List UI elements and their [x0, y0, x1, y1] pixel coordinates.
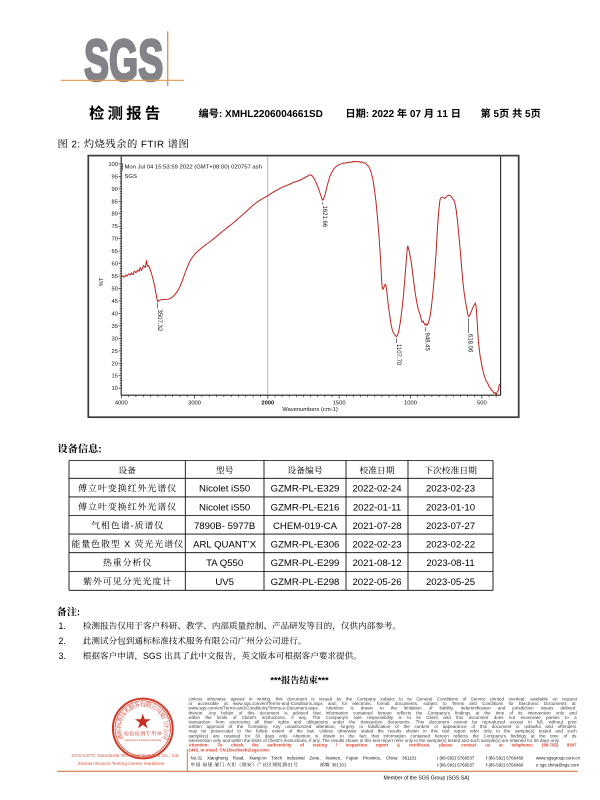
svg-text:25: 25 [112, 349, 118, 355]
svg-text:sample(s) are retained for 30: sample(s) are retained for 30 days only.… [189, 733, 578, 738]
svg-text:1500: 1500 [333, 400, 346, 406]
svg-text:2023-01-10: 2023-01-10 [426, 502, 475, 513]
svg-text:948.45: 948.45 [424, 333, 430, 352]
svg-text:35: 35 [112, 324, 118, 330]
svg-text:therein. Any holder of this do: therein. Any holder of this document is … [189, 710, 578, 715]
svg-text:2.: 2. [59, 636, 66, 646]
svg-text:90: 90 [112, 187, 118, 193]
svg-text:No.31 Xianghong Road, Xiang'An: No.31 Xianghong Road, Xiang'An Torch Ind… [191, 755, 418, 760]
svg-text:500: 500 [477, 400, 487, 406]
svg-text:2000: 2000 [261, 400, 274, 406]
svg-text:www.sgs.com/en/Terms-and-Condi: www.sgs.com/en/Terms-and-Conditions/Term… [189, 706, 576, 711]
svg-text:7890B- 5977B: 7890B- 5977B [194, 521, 255, 532]
svg-text:2023-05-25: 2023-05-25 [426, 577, 475, 588]
svg-text:www.sgsgroup.com.cn: www.sgsgroup.com.cn [536, 755, 580, 760]
svg-text:2022-05-26: 2022-05-26 [352, 577, 401, 588]
svg-text:3.: 3. [59, 651, 66, 661]
svg-text:2023-02-22: 2023-02-22 [426, 540, 475, 551]
svg-text:SGS: SGS [84, 29, 163, 93]
svg-text:intervention only and within t: intervention only and within the limits … [189, 738, 560, 743]
svg-text:%T: %T [99, 277, 105, 286]
svg-text:45: 45 [112, 299, 118, 305]
svg-text:GZMR-PL-E299: GZMR-PL-E299 [271, 558, 340, 569]
svg-text:f (86-592) 5766460: f (86-592) 5766460 [486, 762, 524, 767]
svg-text:1443, or email: CN.Doccheck@sg: 1443, or email: CN.Doccheck@sgs.com [189, 747, 270, 752]
svg-text:or accessible at www.sgs.com/e: or accessible at www.sgs.com/en/Terms-an… [189, 701, 577, 706]
svg-text:f (86-592) 5766460: f (86-592) 5766460 [486, 755, 524, 760]
svg-text:Nicolet iS50: Nicolet iS50 [199, 484, 250, 495]
svg-text:80: 80 [112, 212, 118, 218]
svg-text:may be prosecuted to the fulle: may be prosecuted to the fullest extent … [189, 729, 578, 734]
svg-text:ARL QUANT’X: ARL QUANT’X [193, 540, 257, 551]
svg-text:20: 20 [112, 361, 118, 367]
svg-text:30: 30 [112, 336, 118, 342]
svg-text:2023-02-23: 2023-02-23 [426, 484, 475, 495]
svg-text:SGS: SGS [125, 174, 138, 180]
svg-text:40: 40 [112, 311, 118, 317]
svg-text:2023-07-27: 2023-07-27 [426, 521, 475, 532]
svg-text:Unless otherwise agreed in wri: Unless otherwise agreed in writing, this… [189, 696, 578, 701]
svg-text:2022-02-24: 2022-02-24 [352, 484, 402, 495]
svg-text:Member of the SGS Group (SGS S: Member of the SGS Group (SGS SA) [384, 775, 470, 781]
svg-text:60: 60 [112, 262, 118, 268]
svg-text:GZMR-PL-E298: GZMR-PL-E298 [271, 577, 340, 588]
svg-text:e sgs.china@sgs.com: e sgs.china@sgs.com [536, 762, 579, 767]
svg-text:TA Q550: TA Q550 [206, 558, 243, 569]
svg-text:3507.32: 3507.32 [156, 310, 162, 332]
svg-text:2023-08-11: 2023-08-11 [426, 558, 474, 569]
svg-text:t (86-592) 5766537: t (86-592) 5766537 [437, 762, 475, 767]
svg-text:3000: 3000 [188, 400, 201, 406]
svg-text:Nicolet iS50: Nicolet iS50 [199, 502, 250, 513]
svg-text:transaction from exercising al: transaction from exercising all their ri… [189, 720, 578, 725]
svg-text:10: 10 [112, 386, 118, 392]
svg-text:inspection & testing services: inspection & testing services [125, 738, 162, 742]
svg-text:GZMR-PL-E306: GZMR-PL-E306 [271, 540, 340, 551]
svg-text:t (86-592) 5766537: t (86-592) 5766537 [437, 755, 475, 760]
svg-text:2021-08-12: 2021-08-12 [352, 558, 401, 569]
svg-text:within the limits of Client's: within the limits of Client's instructio… [189, 715, 578, 720]
svg-text:55: 55 [112, 274, 118, 280]
svg-text:2022-02-23: 2022-02-23 [352, 540, 401, 551]
svg-text:4000: 4000 [115, 400, 128, 406]
svg-text:GZMR-PL-E329: GZMR-PL-E329 [271, 484, 340, 495]
svg-text:1.: 1. [59, 621, 66, 631]
svg-text:75: 75 [112, 224, 118, 230]
svg-text:GZMR-PL-E216: GZMR-PL-E216 [271, 502, 340, 513]
svg-text:written approval of the Compan: written approval of the Company. Any una… [189, 724, 578, 729]
svg-text:15: 15 [112, 374, 118, 380]
svg-text:1107.70: 1107.70 [395, 344, 401, 366]
svg-text:50: 50 [112, 287, 118, 293]
svg-text:65: 65 [112, 249, 118, 255]
svg-text:2022-01-11: 2022-01-11 [353, 502, 401, 513]
svg-text:1621.66: 1621.66 [321, 206, 327, 228]
svg-text:Wavenumbers (cm-1): Wavenumbers (cm-1) [282, 407, 338, 413]
svg-text:95: 95 [112, 174, 118, 180]
svg-text:UV5: UV5 [215, 577, 234, 588]
svg-text:Xiamen Branch Testing Center H: Xiamen Branch Testing Center Hardlines [78, 761, 165, 767]
svg-text:618.06: 618.06 [467, 334, 473, 353]
svg-text:SGS-CSTC Standards Technical S: SGS-CSTC Standards Technical Services Co… [71, 753, 179, 759]
svg-text:Attention: To check the authen: Attention: To check the authenticity of … [189, 743, 578, 748]
svg-text:100: 100 [108, 162, 118, 168]
svg-text:CHEM-019-CA: CHEM-019-CA [273, 521, 338, 532]
svg-text:2021-07-28: 2021-07-28 [352, 521, 401, 532]
svg-text:1000: 1000 [404, 400, 417, 406]
svg-text:85: 85 [112, 199, 118, 205]
svg-text:70: 70 [112, 237, 118, 243]
svg-text:Mon Jul 04 15:53:59 2022 (GMT+: Mon Jul 04 15:53:59 2022 (GMT+08:00) 020… [125, 164, 262, 170]
